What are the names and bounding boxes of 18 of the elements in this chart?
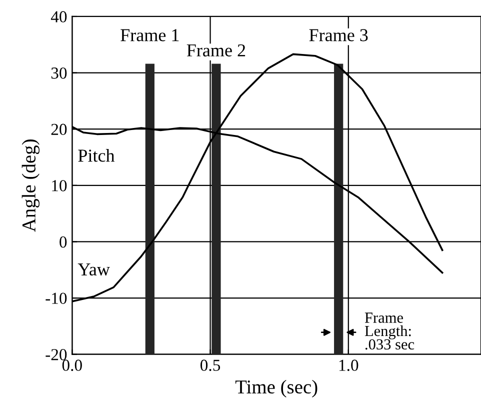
y-tick-label: 30 <box>51 67 67 79</box>
x-axis-title: Time (sec) <box>235 380 318 398</box>
y-tick-label: 10 <box>52 180 67 192</box>
series-label: Pitch <box>78 149 115 162</box>
y-tick-label: 0 <box>60 236 67 248</box>
y-axis-title: Angle (deg) <box>22 140 40 232</box>
band-label: Frame 3 <box>309 29 368 42</box>
band-label: Frame 2 <box>186 44 246 56</box>
y-tick-label: 20 <box>51 124 67 136</box>
x-tick-label: 0.0 <box>62 360 82 371</box>
y-tick-label: -20 <box>46 349 67 360</box>
annotation: Frame Length: .033 sec <box>364 312 414 350</box>
y-tick-label: -10 <box>46 292 67 304</box>
band-label: Frame 1 <box>120 29 179 42</box>
series-label: Yaw <box>78 264 110 276</box>
y-tick-label: 40 <box>50 11 67 22</box>
x-tick-label: 1.0 <box>339 360 358 371</box>
x-tick-label: 0.5 <box>200 360 220 371</box>
